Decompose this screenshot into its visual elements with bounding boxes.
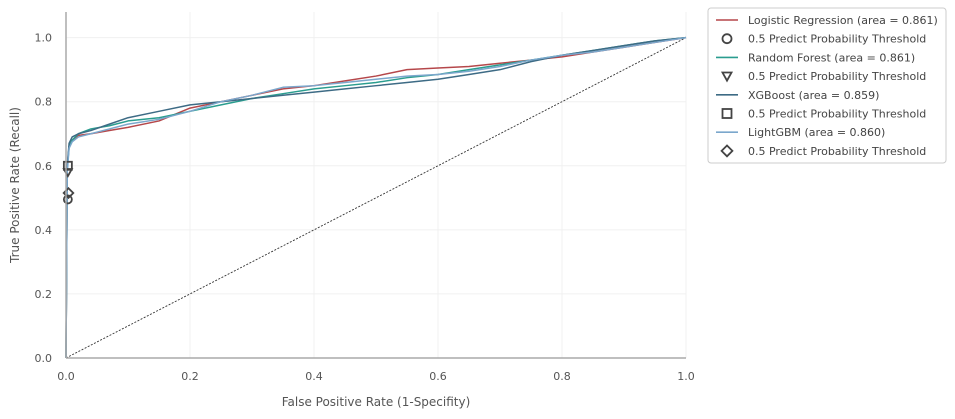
- legend-label: 0.5 Predict Probability Threshold: [748, 33, 926, 46]
- x-axis-title: False Positive Rate (1-Specifity): [282, 395, 471, 409]
- legend-label: Random Forest (area = 0.861): [748, 51, 915, 64]
- y-tick-label: 0.0: [35, 352, 53, 365]
- legend-box: [707, 7, 947, 164]
- y-tick-label: 1.0: [35, 32, 53, 45]
- legend: Logistic Regression (area = 0.861) 0.5 Pr…: [707, 7, 947, 164]
- x-tick-label: 0.4: [305, 370, 323, 383]
- tick-labels: 0.0 0.2 0.4 0.6 0.8 1.0 0.0 0.2 0.4 0.6 0.8 1.0: [35, 32, 695, 383]
- legend-label: Logistic Regression (area = 0.861): [748, 14, 938, 27]
- legend-marker-triangle-down: [720, 71, 734, 83]
- threshold-marker-square: [62, 160, 73, 171]
- legend-label: 0.5 Predict Probability Threshold: [748, 108, 926, 121]
- y-tick-label: 0.6: [35, 160, 53, 173]
- legend-marker-circle: [721, 33, 733, 45]
- legend-label: LightGBM (area = 0.860): [748, 126, 885, 139]
- diagonal-reference: [65, 37, 687, 359]
- x-tick-label: 1.0: [677, 370, 695, 383]
- chance-diagonal-line: [65, 37, 687, 359]
- y-tick-label: 0.8: [35, 96, 53, 109]
- x-tick-label: 0.2: [181, 370, 199, 383]
- y-tick-label: 0.2: [35, 288, 53, 301]
- axes: [65, 12, 686, 359]
- legend-label: 0.5 Predict Probability Threshold: [748, 70, 926, 83]
- roc-curves: [65, 36, 687, 359]
- y-tick-label: 0.4: [35, 224, 53, 237]
- legend-marker-diamond: [720, 144, 734, 158]
- legend-marker-square: [721, 108, 733, 119]
- roc-curve-series-4: [65, 36, 687, 359]
- threshold-marker-circle: [62, 194, 73, 205]
- x-tick-label: 0.8: [553, 370, 571, 383]
- legend-label: 0.5 Predict Probability Threshold: [748, 145, 926, 158]
- threshold-markers: [62, 160, 75, 205]
- roc-curve-series-1: [65, 36, 687, 359]
- x-tick-label: 0.6: [429, 370, 447, 383]
- legend-label: XGBoost (area = 0.859): [748, 89, 879, 102]
- x-tick-label: 0.0: [57, 370, 75, 383]
- y-axis-title: True Positive Rate (Recall): [8, 107, 22, 264]
- grid: [65, 12, 687, 359]
